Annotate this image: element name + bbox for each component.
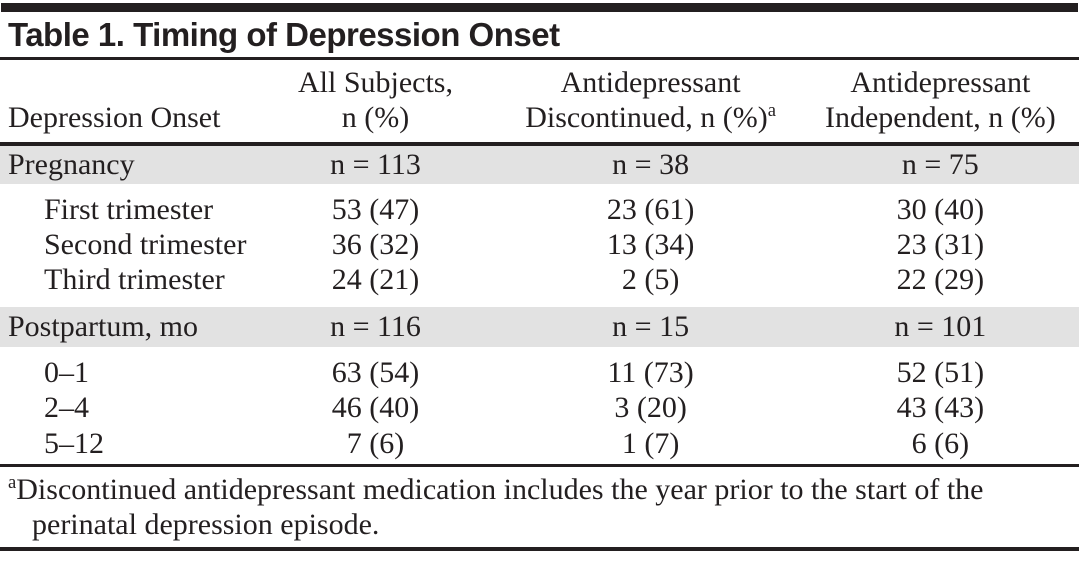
title-rule (0, 57, 1079, 60)
table-row: First trimester 53 (47) 23 (61) 30 (40) (0, 184, 1079, 227)
table-title: Table 1. Timing of Depression Onset (8, 16, 560, 53)
antidepressant-independent-cell: 30 (40) (896, 193, 985, 226)
table-body: Pregnancy n = 113 n = 38 n = 75 First tr… (0, 144, 1079, 462)
table-header: Depression Onset All Subjects, n (%) Ant… (0, 60, 1079, 146)
row-label-cell: 5–12 (44, 427, 104, 460)
antidepressant-discontinued-cell: 3 (20) (614, 391, 687, 424)
section-row-postpartum: Postpartum, mo n = 116 n = 15 n = 101 (0, 307, 1079, 347)
bottom-rule (0, 547, 1079, 551)
all-subjects-cell: 36 (32) (331, 228, 420, 261)
row-label-cell: Postpartum, mo (0, 307, 252, 347)
header-all-subjects-line2: n (%) (341, 101, 410, 134)
all-subjects-cell: n = 113 (251, 144, 500, 184)
antidepressant-independent-cell: 22 (29) (896, 263, 985, 296)
row-label-cell: Third trimester (44, 263, 225, 296)
header-antidepressant-discontinued: Antidepressant Discontinued, n (%)a (499, 60, 802, 146)
antidepressant-discontinued-cell: n = 15 (499, 307, 802, 347)
footnote-body: Discontinued antidepressant medication i… (16, 473, 984, 541)
table-footnote: aDiscontinued antidepressant medication … (0, 467, 1079, 547)
row-label-cell: First trimester (44, 193, 214, 226)
antidepressant-discontinued-cell: 13 (34) (606, 228, 695, 261)
row-label-cell: Second trimester (44, 228, 247, 261)
antidepressant-independent-cell: n = 75 (801, 144, 1079, 184)
all-subjects-cell: n = 116 (251, 307, 500, 347)
row-label-cell: 2–4 (44, 391, 89, 424)
antidepressant-discontinued-cell: 1 (7) (621, 427, 680, 460)
table-row: 5–12 7 (6) 1 (7) 6 (6) (0, 426, 1079, 462)
header-discontinued-line2: Discontinued, n (%)a (500, 100, 802, 135)
table-row: Third trimester 24 (21) 2 (5) 22 (29) (0, 263, 1079, 307)
footnote-marker: a (8, 472, 17, 493)
all-subjects-cell: 24 (21) (331, 263, 420, 296)
all-subjects-cell: 7 (6) (346, 427, 405, 460)
antidepressant-discontinued-cell: n = 38 (499, 144, 802, 184)
table-row: Second trimester 36 (32) 13 (34) 23 (31) (0, 227, 1079, 263)
antidepressant-independent-cell: 6 (6) (911, 427, 970, 460)
header-discontinued-line1: Antidepressant (560, 66, 741, 99)
header-discontinued-line2-text: Discontinued, n (%) (525, 101, 768, 134)
row-label-cell: Pregnancy (0, 144, 252, 184)
header-independent-line1: Antidepressant (850, 66, 1031, 99)
header-all-subjects-line1: All Subjects, (297, 66, 453, 99)
antidepressant-discontinued-cell: 23 (61) (606, 193, 695, 226)
all-subjects-cell: 53 (47) (331, 193, 420, 226)
header-depression-onset-label: Depression Onset (8, 101, 221, 134)
antidepressant-discontinued-cell: 11 (73) (607, 356, 694, 389)
antidepressant-independent-cell: 43 (43) (896, 391, 985, 424)
header-independent-line2: Independent, n (%) (824, 101, 1056, 134)
top-rule-bar (1, 3, 1078, 12)
table-row: 0–1 63 (54) 11 (73) 52 (51) (0, 347, 1079, 390)
antidepressant-discontinued-cell: 2 (5) (621, 263, 680, 296)
depression-onset-table: Depression Onset All Subjects, n (%) Ant… (0, 60, 1079, 462)
header-footnote-marker: a (767, 100, 776, 121)
header-depression-onset: Depression Onset (0, 60, 252, 146)
section-row-pregnancy: Pregnancy n = 113 n = 38 n = 75 (0, 144, 1079, 184)
footnote-text: aDiscontinued antidepressant medication … (8, 472, 1071, 542)
header-all-subjects: All Subjects, n (%) (251, 60, 500, 146)
antidepressant-independent-cell: 23 (31) (896, 228, 985, 261)
antidepressant-independent-cell: 52 (51) (896, 356, 985, 389)
all-subjects-cell: 63 (54) (331, 356, 420, 389)
all-subjects-cell: 46 (40) (331, 391, 420, 424)
antidepressant-independent-cell: n = 101 (801, 307, 1079, 347)
table-row: 2–4 46 (40) 3 (20) 43 (43) (0, 390, 1079, 426)
row-label-cell: 0–1 (44, 356, 89, 389)
footnote-rule (0, 464, 1079, 467)
header-row: Depression Onset All Subjects, n (%) Ant… (0, 60, 1079, 146)
header-antidepressant-independent: Antidepressant Independent, n (%) (801, 60, 1079, 146)
